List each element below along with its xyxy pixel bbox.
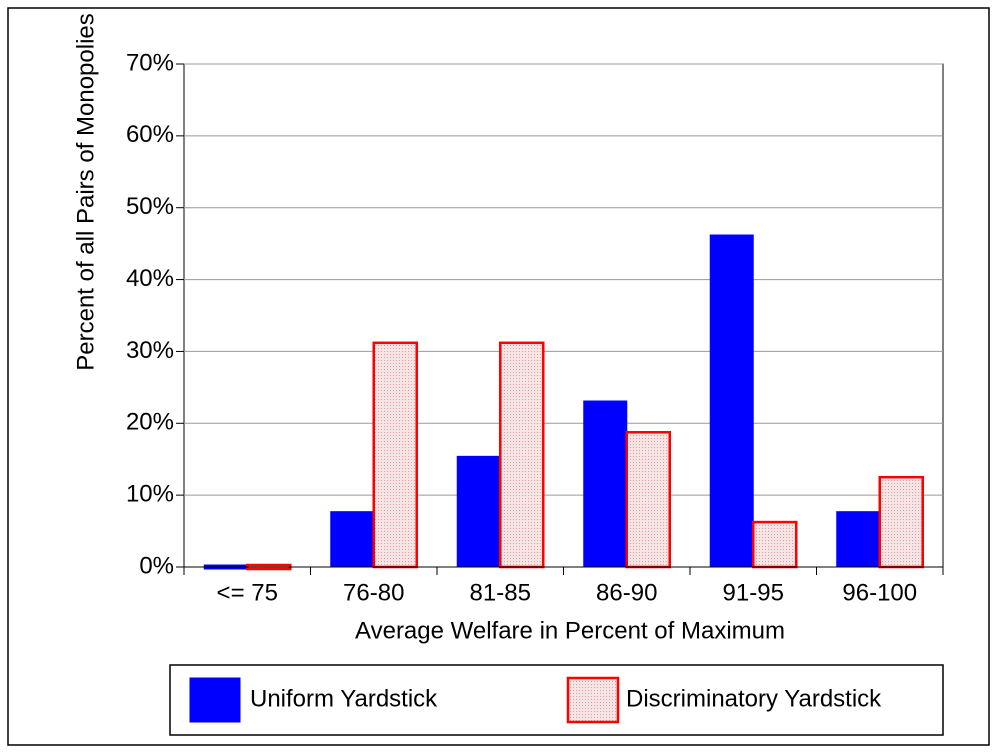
x-tick-label: <= 75 [217, 579, 278, 606]
y-tick-label: 10% [126, 480, 174, 507]
legend-label: Discriminatory Yardstick [626, 685, 882, 712]
x-tick-label: 81-85 [470, 579, 531, 606]
x-tick-label: 86-90 [596, 579, 657, 606]
x-tick-label: 96-100 [842, 579, 917, 606]
bar [625, 431, 671, 569]
y-tick-label: 60% [126, 121, 174, 148]
y-tick-label: 20% [126, 409, 174, 436]
x-axis-title: Average Welfare in Percent of Maximum [355, 617, 785, 644]
bar [878, 475, 924, 569]
bar [583, 400, 628, 568]
y-tick-label: 40% [126, 265, 174, 292]
y-tick-label: 0% [139, 552, 174, 579]
bar [499, 341, 545, 569]
bar [372, 341, 418, 569]
legend-swatch [189, 677, 241, 723]
bar [836, 511, 881, 568]
bar [709, 234, 754, 568]
legend-label: Uniform Yardstick [250, 685, 438, 712]
bar [330, 511, 375, 568]
plot-area [183, 63, 944, 568]
y-tick-label: 70% [126, 49, 174, 76]
bar [752, 520, 798, 569]
x-tick-label: 91-95 [723, 579, 784, 606]
legend-box [169, 664, 944, 736]
y-tick-label: 30% [126, 337, 174, 364]
legend-swatch [566, 676, 620, 724]
x-tick-label: 76-80 [343, 579, 404, 606]
bar [456, 455, 501, 568]
y-tick-label: 50% [126, 193, 174, 220]
y-axis-title: Percent of all Pairs of Monopolies [72, 13, 99, 371]
